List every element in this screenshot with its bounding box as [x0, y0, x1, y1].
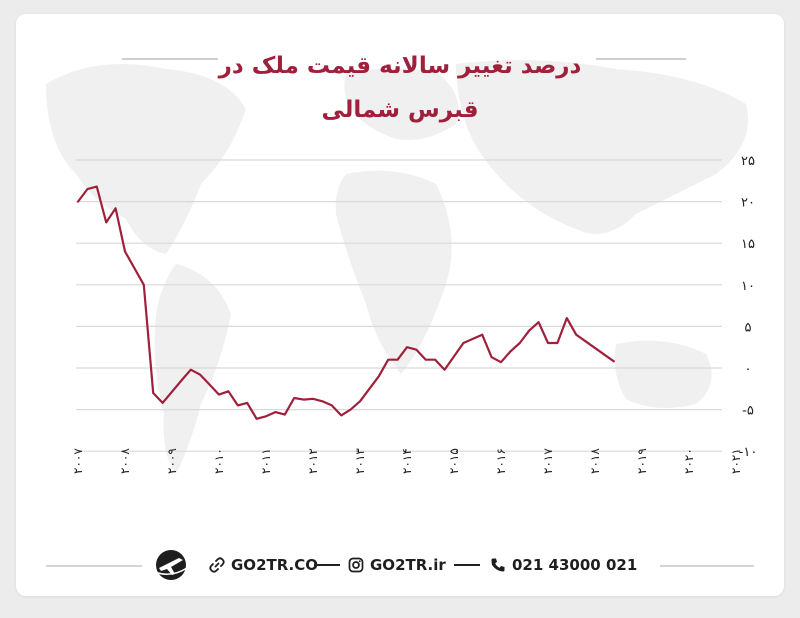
y-tick-label: -۱۰: [739, 445, 758, 460]
footer: GO2TR.CO GO2TR.ir 021 43000 021: [16, 548, 784, 582]
title-rule-right: [596, 58, 686, 60]
title-rule-left: [122, 58, 218, 60]
x-tick-label: ۲۰۱۰: [212, 448, 226, 474]
chart-title: درصد تغییر سالانه قیمت ملک در قبرس شمالی: [166, 44, 634, 132]
phone-text: 021 43000 021: [512, 556, 638, 574]
world-map-background: [46, 60, 748, 474]
x-tick-label: ۲۰۱۳: [353, 448, 367, 474]
instagram-link[interactable]: GO2TR.ir: [348, 554, 446, 576]
y-tick-label: ۲۵: [741, 154, 755, 169]
footer-separator-2: [454, 564, 480, 566]
logo-plane-icon: [154, 550, 188, 580]
footer-rule-left: [46, 565, 142, 567]
x-tick-label: ۲۰۱۴: [400, 448, 414, 474]
y-tick-label: -۵: [742, 404, 754, 419]
x-tick-label: ۲۰۰۸: [118, 448, 132, 474]
y-tick-label: ۱۰: [741, 279, 755, 294]
x-tick-label: ۲۰۲۱: [729, 448, 743, 474]
x-tick-label: ۲۰۰۷: [71, 448, 85, 474]
x-tick-label: ۲۰۱۷: [541, 448, 555, 474]
x-tick-label: ۲۰۱۹: [635, 448, 649, 474]
x-tick-label: ۲۰۱۸: [588, 448, 602, 474]
chart-title-line2: قبرس شمالی: [321, 97, 479, 123]
instagram-icon: [348, 557, 364, 573]
x-tick-label: ۲۰۱۶: [494, 448, 508, 474]
footer-separator-1: [314, 564, 340, 566]
series-line: [76, 185, 615, 420]
link-icon: [209, 557, 225, 573]
x-tick-label: ۲۰۰۹: [165, 448, 179, 474]
website-text: GO2TR.CO: [231, 556, 319, 574]
chart-title-line1: درصد تغییر سالانه قیمت ملک در: [218, 53, 582, 79]
y-tick-label: ۱۵: [741, 237, 755, 252]
x-tick-label: ۲۰۱۱: [259, 448, 273, 474]
website-link[interactable]: GO2TR.CO: [209, 554, 318, 576]
phone-icon: [491, 558, 505, 572]
footer-rule-right: [660, 565, 754, 567]
chart-card: درصد تغییر سالانه قیمت ملک در قبرس شمالی…: [16, 14, 784, 596]
x-tick-label: ۲۰۲۰: [682, 448, 696, 474]
instagram-text: GO2TR.ir: [370, 556, 446, 574]
phone-link[interactable]: 021 43000 021: [490, 554, 637, 576]
x-tick-label: ۲۰۱۵: [447, 448, 461, 474]
y-tick-label: ۰: [745, 362, 752, 377]
y-tick-label: ۲۰: [741, 196, 755, 211]
y-tick-label: ۵: [745, 320, 752, 335]
x-tick-label: ۲۰۱۲: [306, 448, 320, 474]
